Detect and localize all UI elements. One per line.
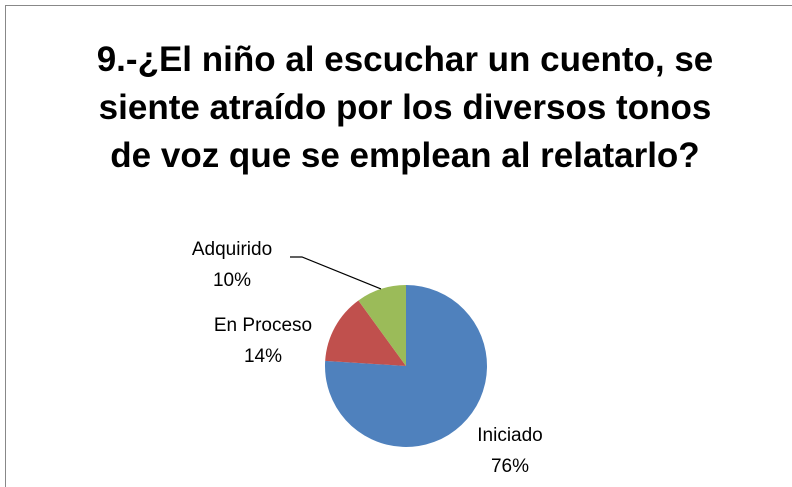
- slice-category-label: Iniciado: [477, 425, 543, 446]
- chart-title: 9.-¿El niño al escuchar un cuento, se si…: [96, 40, 714, 175]
- leader-line: [290, 256, 382, 290]
- slice-category-label: En Proceso: [214, 315, 312, 336]
- pie-slice: [325, 300, 406, 366]
- chart-border: [5, 5, 792, 487]
- slice-value-label: 10%: [213, 270, 251, 291]
- pie-slice: [358, 285, 406, 366]
- slice-value-label: 76%: [491, 456, 529, 477]
- slice-value-label: 14%: [244, 346, 282, 367]
- slice-category-label: Adquirido: [192, 239, 272, 260]
